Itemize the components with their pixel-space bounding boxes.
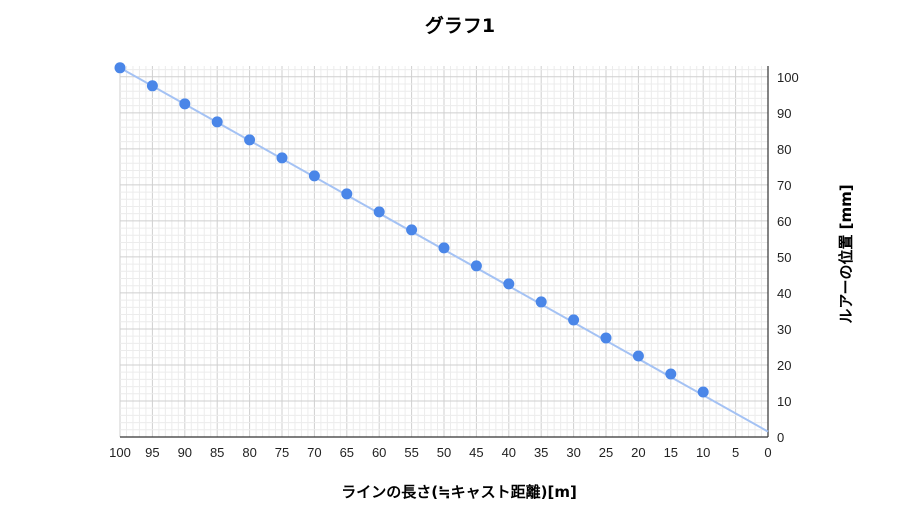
x-tick-label: 90 bbox=[178, 445, 192, 460]
data-point bbox=[665, 368, 677, 380]
data-point bbox=[276, 152, 288, 164]
x-tick-label: 5 bbox=[732, 445, 739, 460]
x-tick-label: 50 bbox=[437, 445, 451, 460]
y-tick-label: 10 bbox=[777, 394, 791, 409]
y-tick-label: 50 bbox=[777, 250, 791, 265]
x-axis-label: ラインの長さ(≒キャスト距離)[m] bbox=[341, 483, 577, 501]
x-tick-label: 80 bbox=[242, 445, 256, 460]
tick-labels: 100 95 90 85 80 75 70 65 60 55 50 45 40 35 30 25 20 15 10 5… bbox=[109, 70, 799, 460]
y-tick-label: 30 bbox=[777, 322, 791, 337]
y-axis-label: ルアーの位置 [mm] bbox=[837, 184, 855, 323]
data-point bbox=[406, 224, 418, 236]
x-tick-label: 100 bbox=[109, 445, 131, 460]
y-tick-label: 70 bbox=[777, 178, 791, 193]
data-point bbox=[211, 116, 223, 128]
y-tick-label: 100 bbox=[777, 70, 799, 85]
x-tick-label: 75 bbox=[275, 445, 289, 460]
data-point bbox=[244, 134, 256, 146]
y-tick-label: 90 bbox=[777, 106, 791, 121]
data-point bbox=[503, 278, 515, 290]
data-point bbox=[470, 260, 482, 272]
y-tick-label: 40 bbox=[777, 286, 791, 301]
data-point bbox=[341, 188, 353, 200]
data-point bbox=[308, 170, 320, 182]
data-point bbox=[438, 242, 450, 254]
x-tick-label: 20 bbox=[631, 445, 645, 460]
y-tick-label: 20 bbox=[777, 358, 791, 373]
x-tick-label: 85 bbox=[210, 445, 224, 460]
x-tick-label: 25 bbox=[599, 445, 613, 460]
data-point bbox=[535, 296, 547, 308]
x-tick-label: 45 bbox=[469, 445, 483, 460]
chart-title: グラフ1 bbox=[425, 14, 495, 37]
data-point bbox=[568, 314, 580, 326]
data-point bbox=[373, 206, 385, 218]
x-tick-label: 60 bbox=[372, 445, 386, 460]
y-tick-label: 80 bbox=[777, 142, 791, 157]
x-tick-label: 10 bbox=[696, 445, 710, 460]
x-tick-label: 30 bbox=[566, 445, 580, 460]
data-point bbox=[146, 80, 158, 92]
x-tick-label: 15 bbox=[664, 445, 678, 460]
x-tick-label: 0 bbox=[764, 445, 771, 460]
data-point bbox=[632, 350, 644, 362]
axes bbox=[120, 66, 769, 438]
x-tick-label: 95 bbox=[145, 445, 159, 460]
x-tick-label: 35 bbox=[534, 445, 548, 460]
x-tick-label: 40 bbox=[502, 445, 516, 460]
grid bbox=[119, 66, 769, 437]
x-tick-label: 55 bbox=[404, 445, 418, 460]
data-point bbox=[697, 386, 709, 398]
data-points bbox=[114, 62, 709, 398]
y-tick-label: 0 bbox=[777, 430, 784, 445]
x-tick-label: 65 bbox=[340, 445, 354, 460]
y-tick-label: 60 bbox=[777, 214, 791, 229]
x-tick-label: 70 bbox=[307, 445, 321, 460]
data-point bbox=[114, 62, 126, 74]
data-point bbox=[179, 98, 191, 110]
data-point bbox=[600, 332, 612, 344]
